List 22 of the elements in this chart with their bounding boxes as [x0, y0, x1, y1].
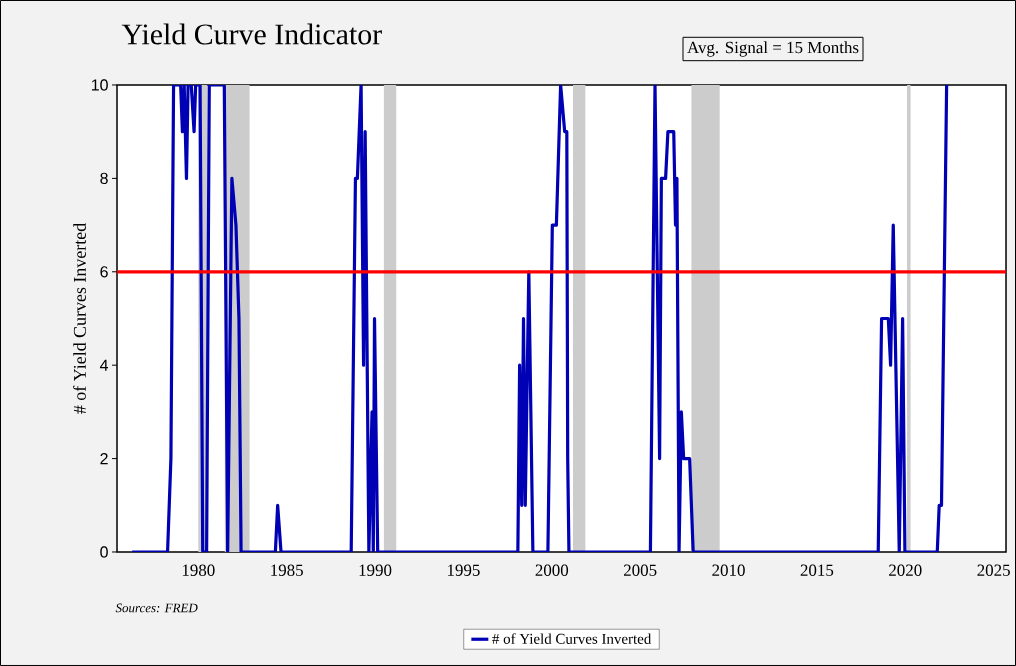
x-tick-label: 1995: [447, 564, 480, 576]
source-note: Sources: FRED: [115, 603, 198, 613]
x-tick-label: 1980: [182, 564, 215, 576]
y-tick-label: 2: [100, 453, 108, 465]
text: Avg. Signal = 15 Months: [687, 41, 859, 57]
x-tick-label: 2020: [889, 564, 922, 576]
x-tick-label: 2015: [800, 564, 834, 576]
y-tick-label: 8: [100, 172, 108, 185]
x-tick-label: 2005: [623, 564, 657, 576]
x-tick-label: 2025: [977, 564, 1010, 576]
line-series: [130, 84, 949, 552]
y-tick-label: 6: [100, 266, 108, 278]
y-axis-title: # of Yield Curves Inverted: [73, 223, 86, 414]
x-tick-label: 2010: [712, 564, 745, 576]
x-tick-label: 1990: [359, 564, 392, 576]
chart-title: Yield Curve Indicator: [121, 23, 382, 45]
x-tick-label: 2000: [535, 564, 569, 576]
y-tick-label: 10: [91, 79, 108, 91]
y-tick-label: 0: [100, 546, 108, 558]
x-tick-label: 1985: [271, 564, 303, 576]
y-tick-label: 4: [99, 359, 109, 371]
legend-label: # of Yield Curves Inverted: [492, 633, 652, 644]
